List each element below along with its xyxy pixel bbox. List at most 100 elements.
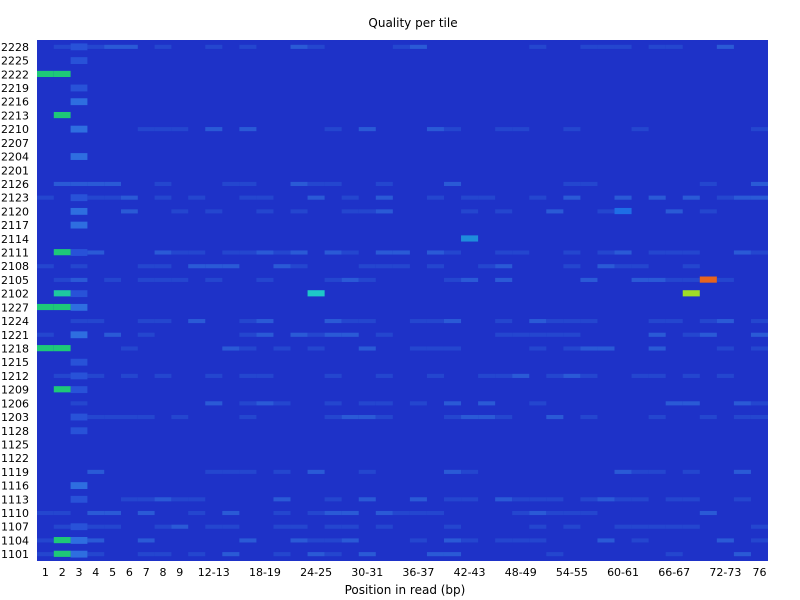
x-tick-label: 4 (92, 566, 99, 579)
heatmap-cell (87, 181, 105, 187)
heatmap-cell (512, 538, 530, 543)
x-tick-label: 18-19 (249, 566, 281, 579)
heatmap-cell (648, 332, 666, 337)
heatmap-cell (443, 414, 462, 420)
plot-area (37, 40, 768, 561)
heatmap-cell (443, 319, 462, 324)
x-tick-label: 30-31 (351, 566, 383, 579)
heatmap-cell (426, 373, 444, 378)
heatmap-cell (307, 195, 325, 200)
heatmap-cell (699, 209, 717, 214)
heatmap-cell (665, 497, 683, 502)
heatmap-cell (495, 497, 513, 502)
heatmap-cell (597, 346, 615, 351)
heatmap-cell (171, 497, 189, 502)
heatmap-cell (648, 373, 666, 378)
heatmap-cell (529, 510, 547, 516)
heatmap-cell (137, 264, 155, 269)
x-tick-label: 66-67 (658, 566, 690, 579)
heatmap-cell (341, 510, 359, 516)
heatmap-cell (512, 332, 530, 337)
heatmap-highlight-cell (53, 386, 71, 393)
heatmap-cell (375, 373, 393, 378)
heatmap-cell (461, 277, 479, 282)
heatmap-cell (392, 250, 410, 255)
y-tick-label: 1125 (1, 438, 29, 451)
heatmap-cell (324, 510, 342, 516)
heatmap-cell (104, 277, 121, 282)
heatmap-cell (358, 497, 376, 502)
y-tick-label: 1224 (1, 315, 29, 328)
y-tick-label: 2204 (1, 151, 29, 164)
heatmap-cell (121, 195, 138, 200)
heatmap-cell (580, 277, 598, 282)
heatmap-cell (716, 319, 734, 324)
heatmap-cell (443, 346, 462, 351)
heatmap-cell (341, 209, 359, 214)
y-tick-label: 2216 (1, 96, 29, 109)
heatmap-cell (682, 497, 700, 502)
x-tick-label: 3 (76, 566, 83, 579)
heatmap-cell (631, 373, 649, 378)
heatmap-cell (256, 209, 274, 214)
y-tick-label: 1206 (1, 397, 29, 410)
heatmap-cell (375, 250, 393, 255)
heatmap-cell (137, 510, 155, 516)
heatmap-cell (648, 319, 666, 324)
heatmap-cell (580, 346, 598, 351)
heatmap-cell (53, 181, 71, 187)
heatmap-cell (307, 469, 325, 474)
heatmap-cell (324, 497, 342, 502)
heatmap-cell (750, 195, 768, 200)
heatmap-cell (631, 277, 649, 282)
y-tick-label: 2225 (1, 55, 29, 68)
heatmap-cell (222, 524, 240, 529)
heatmap-cell (495, 414, 513, 420)
heatmap-cell (614, 195, 632, 200)
heatmap-cell (70, 537, 88, 544)
heatmap-cell (614, 44, 632, 49)
y-tick-label: 1107 (1, 521, 29, 534)
heatmap-cell (205, 373, 223, 378)
heatmap-cell (239, 127, 257, 132)
heatmap-cell (631, 127, 649, 132)
heatmap-cell (495, 332, 513, 337)
heatmap-cell (631, 538, 649, 543)
heatmap-cell (375, 524, 393, 529)
heatmap-cell (443, 538, 462, 543)
heatmap-cell (290, 250, 308, 255)
heatmap-cell (563, 264, 581, 269)
heatmap-cell (682, 524, 700, 529)
y-tick-label: 2123 (1, 192, 29, 205)
heatmap-cell (665, 524, 683, 529)
heatmap-cell (239, 319, 257, 324)
heatmap-cell (70, 125, 88, 133)
heatmap-cell (631, 497, 649, 502)
heatmap-cell (87, 552, 105, 557)
heatmap-cell (104, 181, 121, 187)
y-tick-label: 1215 (1, 356, 29, 369)
heatmap-cell (631, 469, 649, 474)
heatmap-cell (733, 414, 751, 420)
heatmap-cell (546, 332, 564, 337)
x-tick-label: 54-55 (556, 566, 588, 579)
heatmap-cell (563, 195, 581, 200)
heatmap-cell (290, 209, 308, 214)
y-tick-label: 2213 (1, 109, 29, 122)
y-tick-label: 1212 (1, 370, 29, 383)
heatmap-cell (512, 510, 530, 516)
heatmap-cell (375, 195, 393, 200)
x-axis: 1 2 3 4 5 6 7 8 9 12-13 18-19 24-25 30-31 36-37 42-43 4… (42, 566, 767, 579)
heatmap-cell (87, 195, 105, 200)
heatmap-cell (358, 264, 376, 269)
heatmap-cell (699, 181, 717, 187)
heatmap-cell (495, 373, 513, 378)
heatmap-background (37, 40, 768, 561)
heatmap-cell (375, 181, 393, 187)
heatmap-cell (256, 277, 274, 282)
heatmap-cell (648, 277, 666, 282)
heatmap-cell (392, 44, 410, 49)
heatmap-highlight-cell (699, 276, 717, 283)
heatmap-cell (375, 209, 393, 214)
